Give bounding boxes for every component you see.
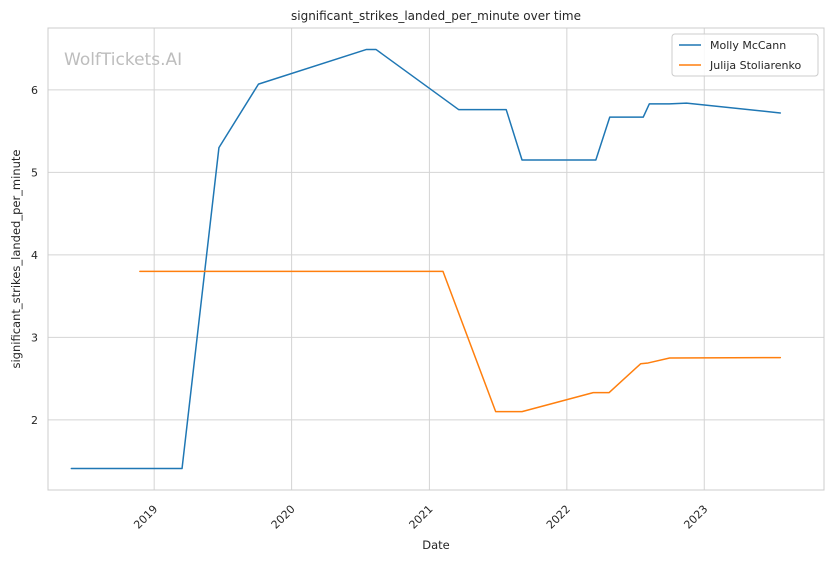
y-tick-label: 2 <box>31 414 38 427</box>
watermark: WolfTickets.AI <box>64 50 182 70</box>
series-line-julija-stoliarenko <box>139 270 782 413</box>
plot-area <box>47 27 825 491</box>
y-tick-label: 6 <box>31 84 38 97</box>
y-tick-label: 4 <box>31 249 38 262</box>
legend-label-molly-mccann: Molly McCann <box>710 39 786 52</box>
legend-label-julija-stoliarenko: Julija Stoliarenko <box>709 59 801 72</box>
series-layer <box>70 48 782 470</box>
y-tick-label: 3 <box>31 331 38 344</box>
x-axis-title: Date <box>422 538 450 552</box>
y-tick-label: 5 <box>31 166 38 179</box>
chart-title: significant_strikes_landed_per_minute ov… <box>291 9 581 23</box>
legend: Molly McCann Julija Stoliarenko <box>671 33 819 77</box>
y-tick-labels: 2 3 4 5 6 <box>31 84 38 427</box>
grid <box>48 28 824 490</box>
y-axis-title: significant_strikes_landed_per_minute <box>9 150 23 369</box>
series-line-molly-mccann <box>70 48 782 470</box>
legend-box <box>671 33 819 77</box>
